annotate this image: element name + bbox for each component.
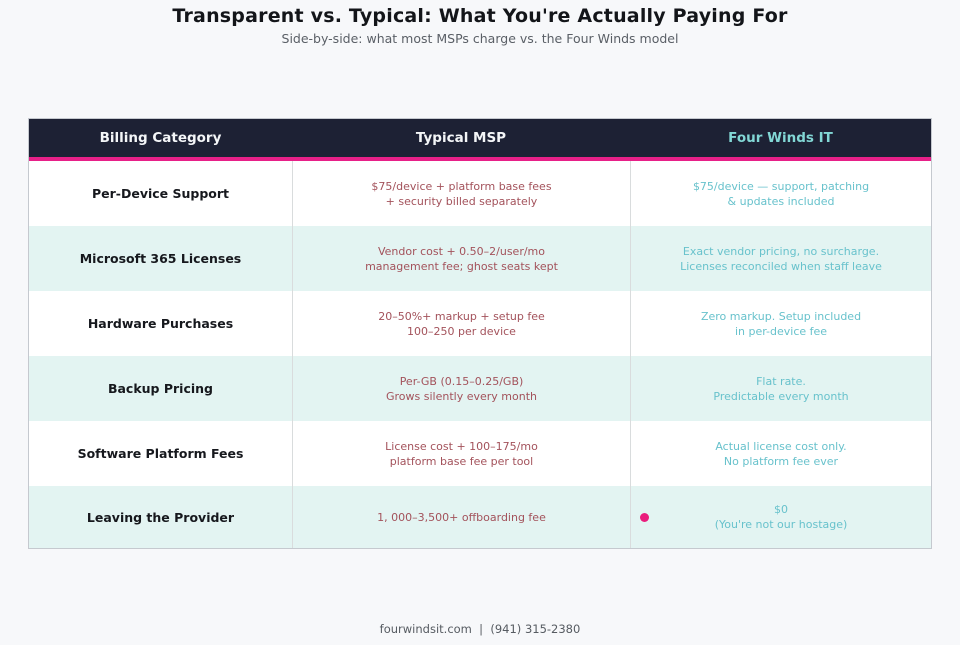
four-winds-cell: $75/device — support, patching & updates… <box>630 161 931 226</box>
comparison-table: Billing Category Typical MSP Four Winds … <box>28 118 932 549</box>
cell-line: & updates included <box>727 194 835 208</box>
cell-line: $0 <box>774 503 788 516</box>
cell-line: 1, 000–3,500+ offboarding fee <box>377 510 546 524</box>
table-row-per-device-support: Per-Device Support $75/device + platform… <box>29 161 931 226</box>
cell-line: Per-GB (0.15–0.25/GB) <box>399 374 524 388</box>
four-winds-cell: Zero markup. Setup included in per-devic… <box>630 291 931 356</box>
header-four-winds-it: Four Winds IT <box>728 130 833 146</box>
category-cell: Hardware Purchases <box>87 316 234 331</box>
cell-line: Licenses reconciled when staff leave <box>680 259 882 273</box>
category-cell: Leaving the Provider <box>86 509 235 525</box>
cell-line: Predictable every month <box>713 389 849 403</box>
table-row-microsoft-365-licenses: Microsoft 365 Licenses Vendor cost + 0.5… <box>29 226 931 291</box>
header-billing-category: Billing Category <box>99 130 222 146</box>
cell-line: Zero markup. Setup included <box>700 309 862 323</box>
cell-line: License cost + 100–175/mo <box>385 439 538 453</box>
cell-line: + security billed separately <box>385 194 538 208</box>
typical-msp-cell: Vendor cost + 0.50–2/user/mo management … <box>292 226 630 291</box>
table-row-hardware-purchases: Hardware Purchases 20–50%+ markup + setu… <box>29 291 931 356</box>
footer-contact: fourwindsit.com | (941) 315-2380 <box>379 622 581 636</box>
cell-line: in per-device fee <box>734 324 828 338</box>
cell-line: (You're not our hostage) <box>714 518 848 531</box>
typical-msp-cell: $75/device + platform base fees + securi… <box>292 161 630 226</box>
table-row-software-platform-fees: Software Platform Fees License cost + 10… <box>29 421 931 486</box>
cell-line: Vendor cost + 0.50–2/user/mo <box>377 244 545 258</box>
typical-msp-cell: 20–50%+ markup + setup fee 100–250 per d… <box>292 291 630 356</box>
cell-line: Actual license cost only. <box>715 439 847 453</box>
table-row-backup-pricing: Backup Pricing Per-GB (0.15–0.25/GB) Gro… <box>29 356 931 421</box>
typical-msp-cell: 1, 000–3,500+ offboarding fee <box>292 486 630 548</box>
cell-line: 20–50%+ markup + setup fee <box>378 309 545 323</box>
highlight-dot-icon <box>640 512 649 522</box>
category-cell: Microsoft 365 Licenses <box>79 251 242 266</box>
category-cell: Backup Pricing <box>107 381 214 396</box>
category-cell: Software Platform Fees <box>77 446 244 461</box>
cell-line: management fee; ghost seats kept <box>365 259 558 273</box>
typical-msp-cell: Per-GB (0.15–0.25/GB) Grows silently eve… <box>292 356 630 421</box>
cell-line: Exact vendor pricing, no surcharge. <box>682 244 880 258</box>
typical-msp-cell: License cost + 100–175/mo platform base … <box>292 421 630 486</box>
cell-line: Flat rate. <box>756 374 806 388</box>
header-typical-msp: Typical MSP <box>415 130 507 146</box>
cell-line: platform base fee per tool <box>389 454 534 468</box>
cell-line: $75/device + platform base fees <box>371 179 552 193</box>
cell-line: No platform fee ever <box>723 454 839 468</box>
four-winds-cell: Actual license cost only. No platform fe… <box>630 421 931 486</box>
page-subtitle: Side-by-side: what most MSPs charge vs. … <box>281 31 679 46</box>
table-header-row: Billing Category Typical MSP Four Winds … <box>29 119 931 157</box>
four-winds-cell: Flat rate. Predictable every month <box>630 356 931 421</box>
accent-divider <box>29 157 931 161</box>
table-row-leaving-the-provider: Leaving the Provider 1, 000–3,500+ offbo… <box>29 486 931 548</box>
four-winds-cell: $0 (You're not our hostage) <box>630 486 931 548</box>
four-winds-cell: Exact vendor pricing, no surcharge. Lice… <box>630 226 931 291</box>
cell-line: $75/device — support, patching <box>692 179 870 193</box>
cell-line: Grows silently every month <box>386 389 537 403</box>
category-cell: Per-Device Support <box>91 186 230 201</box>
cell-line: 100–250 per device <box>407 324 516 338</box>
page-title: Transparent vs. Typical: What You're Act… <box>172 5 788 27</box>
